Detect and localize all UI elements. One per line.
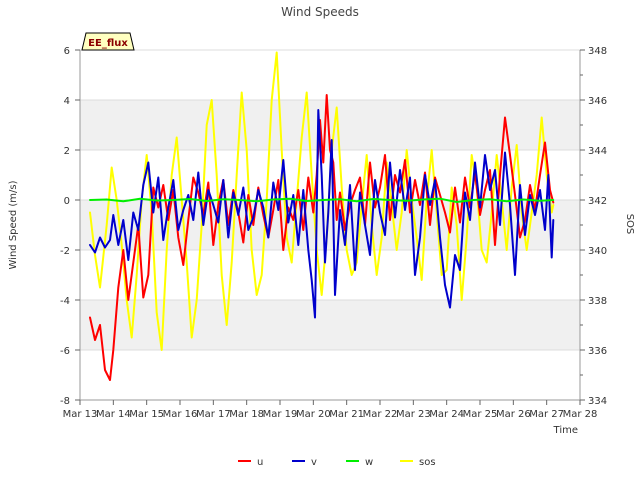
x-tick-label: Mar 17 [196,409,231,420]
y2-tick-label: 338 [588,296,607,307]
x-axis-title: Time [553,425,578,436]
legend-label-u: u [257,457,263,468]
x-tick-label: Mar 13 [63,409,98,420]
y-tick-label: 4 [64,96,70,107]
badge-label: EE_flux [88,38,128,49]
y2-tick-label: 344 [588,146,607,157]
legend-label-sos: sos [419,457,436,468]
series-line-w [89,197,555,203]
x-tick-label: Mar 16 [163,409,198,420]
y-tick-label: 2 [64,146,70,157]
x-tick-label: Mar 26 [496,409,531,420]
y-tick-label: -8 [60,396,70,407]
y-tick-label: 6 [64,46,70,57]
chart-title: Wind Speeds [281,5,359,19]
x-tick-label: Mar 25 [463,409,498,420]
ee-flux-badge: EE_flux [81,32,135,51]
y2-tick-label: 348 [588,46,607,57]
x-tick-label: Mar 19 [263,409,298,420]
x-tick-label: Mar 15 [129,409,164,420]
legend-label-v: v [311,457,317,468]
x-tick-label: Mar 27 [529,409,564,420]
x-tick-label: Mar 24 [429,409,464,420]
y-tick-label: 0 [64,196,70,207]
y2-tick-label: 340 [588,246,607,257]
y2-tick-label: 334 [588,396,607,407]
x-tick-label: Mar 23 [396,409,431,420]
y-axis-title: Wind Speed (m/s) [8,180,19,269]
x-tick-label: Mar 21 [329,409,364,420]
axes: -8 -6 -4 -2 0 2 4 6 334 336 338 340 342 344 346 348 Mar … [60,46,607,420]
x-tick-label: Mar 22 [363,409,398,420]
x-tick-label: Mar 28 [563,409,598,420]
y-tick-label: -4 [60,296,70,307]
series-layer [89,51,555,381]
y2-tick-label: 336 [588,346,607,357]
background-band [80,300,580,350]
x-tick-label: Mar 18 [229,409,264,420]
y2-tick-label: 342 [588,196,607,207]
badge-shape [81,32,135,51]
x-tick-label: Mar 20 [296,409,331,420]
y-tick-label: -6 [60,346,70,357]
y-tick-label: -2 [60,246,70,257]
legend: u v w sos [238,457,436,468]
y2-tick-label: 346 [588,96,607,107]
legend-label-w: w [365,457,373,468]
x-tick-label: Mar 14 [96,409,131,420]
y2-axis-title: SOS [624,214,635,235]
